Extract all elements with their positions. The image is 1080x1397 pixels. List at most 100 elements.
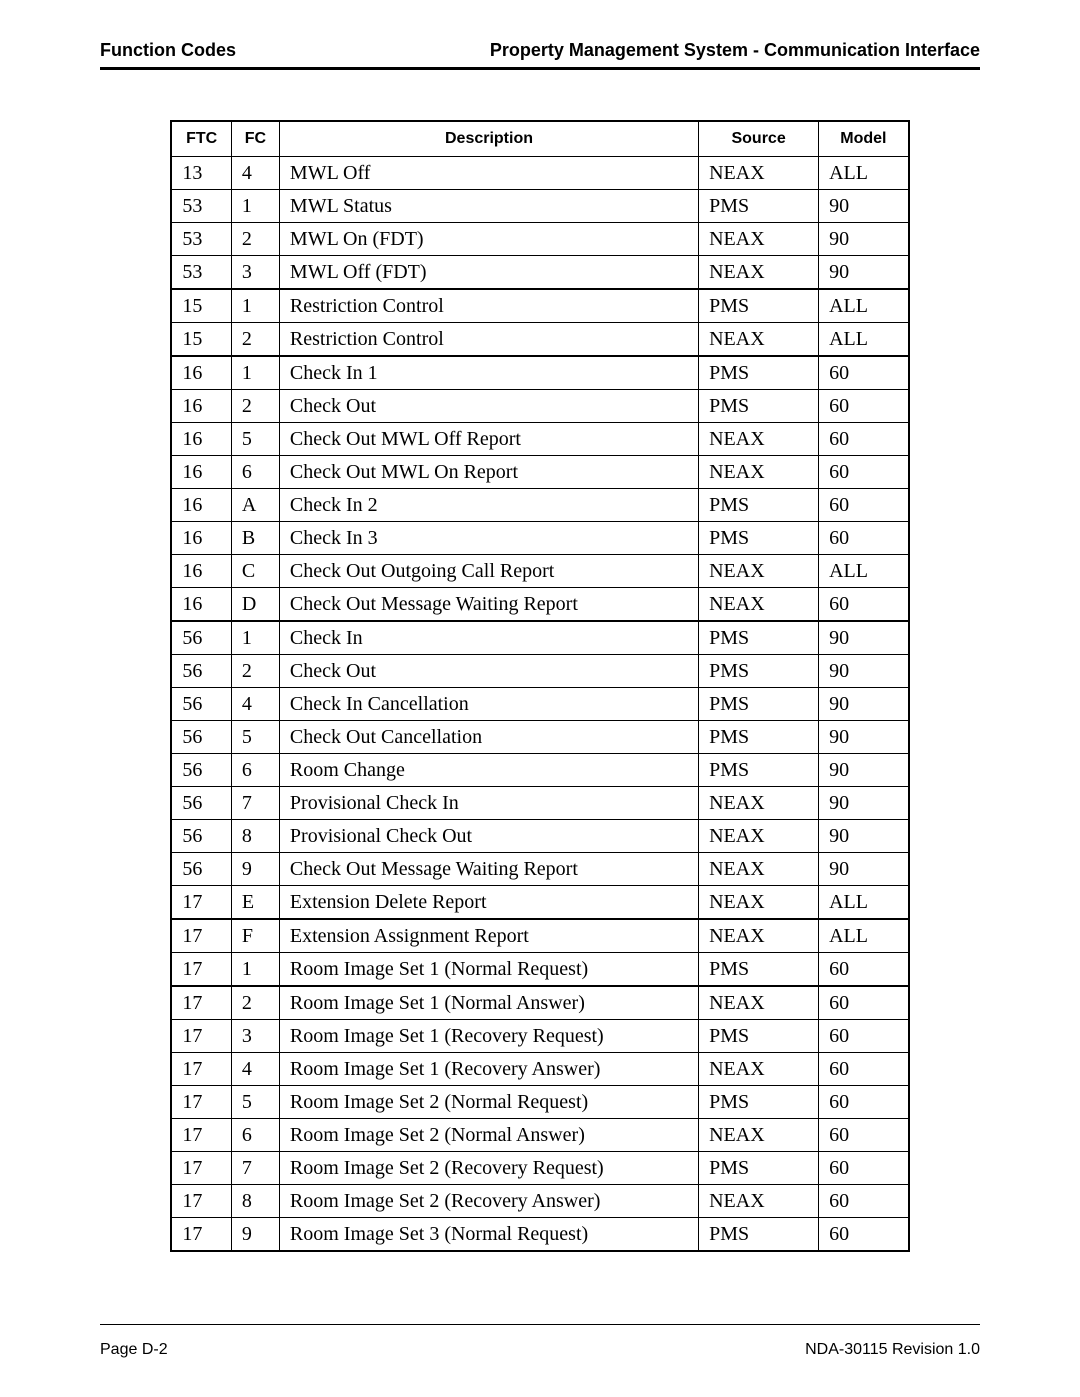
cell-model: 60 bbox=[819, 1218, 909, 1252]
cell-model: 90 bbox=[819, 621, 909, 655]
cell-fc: 6 bbox=[231, 754, 279, 787]
cell-fc: 2 bbox=[231, 986, 279, 1020]
cell-src: NEAX bbox=[699, 820, 819, 853]
cell-src: PMS bbox=[699, 1086, 819, 1119]
cell-fc: 1 bbox=[231, 953, 279, 987]
cell-desc: Check Out MWL Off Report bbox=[279, 423, 698, 456]
cell-model: 90 bbox=[819, 190, 909, 223]
table-row: 174Room Image Set 1 (Recovery Answer)NEA… bbox=[171, 1053, 908, 1086]
col-header-model: Model bbox=[819, 121, 909, 157]
table-row: 569Check Out Message Waiting ReportNEAX9… bbox=[171, 853, 908, 886]
cell-desc: Room Image Set 2 (Normal Answer) bbox=[279, 1119, 698, 1152]
header-right: Property Management System - Communicati… bbox=[490, 40, 980, 61]
cell-ftc: 56 bbox=[171, 754, 231, 787]
cell-src: NEAX bbox=[699, 323, 819, 357]
cell-desc: Room Image Set 2 (Recovery Request) bbox=[279, 1152, 698, 1185]
table-row: 179Room Image Set 3 (Normal Request)PMS6… bbox=[171, 1218, 908, 1252]
cell-model: 60 bbox=[819, 456, 909, 489]
table-row: 151Restriction ControlPMSALL bbox=[171, 289, 908, 323]
cell-src: NEAX bbox=[699, 256, 819, 290]
cell-model: ALL bbox=[819, 555, 909, 588]
cell-model: 60 bbox=[819, 953, 909, 987]
table-row: 152Restriction ControlNEAXALL bbox=[171, 323, 908, 357]
cell-ftc: 53 bbox=[171, 223, 231, 256]
cell-model: 60 bbox=[819, 1053, 909, 1086]
cell-model: ALL bbox=[819, 289, 909, 323]
cell-desc: MWL Status bbox=[279, 190, 698, 223]
table-row: 172Room Image Set 1 (Normal Answer)NEAX6… bbox=[171, 986, 908, 1020]
cell-model: 90 bbox=[819, 820, 909, 853]
cell-model: 90 bbox=[819, 853, 909, 886]
cell-ftc: 17 bbox=[171, 1086, 231, 1119]
cell-model: 60 bbox=[819, 356, 909, 390]
cell-src: PMS bbox=[699, 1218, 819, 1252]
table-row: 16BCheck In 3PMS60 bbox=[171, 522, 908, 555]
table-header-row: FTC FC Description Source Model bbox=[171, 121, 908, 157]
cell-fc: F bbox=[231, 919, 279, 953]
cell-desc: Provisional Check Out bbox=[279, 820, 698, 853]
cell-ftc: 17 bbox=[171, 1218, 231, 1252]
cell-src: NEAX bbox=[699, 223, 819, 256]
cell-fc: 1 bbox=[231, 621, 279, 655]
cell-fc: 4 bbox=[231, 1053, 279, 1086]
table-row: 17EExtension Delete ReportNEAXALL bbox=[171, 886, 908, 920]
cell-ftc: 53 bbox=[171, 256, 231, 290]
cell-fc: 8 bbox=[231, 1185, 279, 1218]
table-row: 166Check Out MWL On ReportNEAX60 bbox=[171, 456, 908, 489]
cell-desc: Check Out Cancellation bbox=[279, 721, 698, 754]
cell-ftc: 16 bbox=[171, 588, 231, 622]
cell-src: NEAX bbox=[699, 1185, 819, 1218]
cell-ftc: 17 bbox=[171, 919, 231, 953]
cell-model: 90 bbox=[819, 223, 909, 256]
cell-src: PMS bbox=[699, 721, 819, 754]
footer-right: NDA-30115 Revision 1.0 bbox=[805, 1341, 980, 1359]
table-row: 562Check OutPMS90 bbox=[171, 655, 908, 688]
table-row: 16CCheck Out Outgoing Call ReportNEAXALL bbox=[171, 555, 908, 588]
cell-src: PMS bbox=[699, 356, 819, 390]
cell-ftc: 56 bbox=[171, 721, 231, 754]
cell-ftc: 17 bbox=[171, 986, 231, 1020]
cell-desc: MWL On (FDT) bbox=[279, 223, 698, 256]
table-row: 531MWL StatusPMS90 bbox=[171, 190, 908, 223]
cell-model: ALL bbox=[819, 157, 909, 190]
cell-desc: MWL Off (FDT) bbox=[279, 256, 698, 290]
cell-fc: D bbox=[231, 588, 279, 622]
cell-ftc: 13 bbox=[171, 157, 231, 190]
cell-src: NEAX bbox=[699, 588, 819, 622]
table-row: 532MWL On (FDT)NEAX90 bbox=[171, 223, 908, 256]
cell-desc: Room Image Set 3 (Normal Request) bbox=[279, 1218, 698, 1252]
table-row: 171Room Image Set 1 (Normal Request)PMS6… bbox=[171, 953, 908, 987]
cell-src: NEAX bbox=[699, 986, 819, 1020]
cell-src: NEAX bbox=[699, 787, 819, 820]
cell-src: NEAX bbox=[699, 853, 819, 886]
table-row: 561Check InPMS90 bbox=[171, 621, 908, 655]
cell-desc: Provisional Check In bbox=[279, 787, 698, 820]
cell-ftc: 56 bbox=[171, 820, 231, 853]
cell-ftc: 16 bbox=[171, 390, 231, 423]
cell-fc: 2 bbox=[231, 390, 279, 423]
cell-desc: Check In 2 bbox=[279, 489, 698, 522]
cell-desc: Check Out Message Waiting Report bbox=[279, 588, 698, 622]
cell-model: 60 bbox=[819, 522, 909, 555]
cell-desc: Room Image Set 1 (Recovery Request) bbox=[279, 1020, 698, 1053]
cell-model: 60 bbox=[819, 1119, 909, 1152]
cell-model: 90 bbox=[819, 787, 909, 820]
table-row: 567Provisional Check InNEAX90 bbox=[171, 787, 908, 820]
cell-src: PMS bbox=[699, 621, 819, 655]
cell-src: NEAX bbox=[699, 157, 819, 190]
cell-desc: Room Image Set 2 (Normal Request) bbox=[279, 1086, 698, 1119]
col-header-desc: Description bbox=[279, 121, 698, 157]
cell-src: NEAX bbox=[699, 1119, 819, 1152]
cell-src: PMS bbox=[699, 390, 819, 423]
cell-fc: 1 bbox=[231, 289, 279, 323]
cell-model: 90 bbox=[819, 688, 909, 721]
table-row: 177Room Image Set 2 (Recovery Request)PM… bbox=[171, 1152, 908, 1185]
cell-fc: C bbox=[231, 555, 279, 588]
cell-model: 60 bbox=[819, 1020, 909, 1053]
cell-ftc: 17 bbox=[171, 1020, 231, 1053]
cell-desc: Room Change bbox=[279, 754, 698, 787]
table-row: 564Check In CancellationPMS90 bbox=[171, 688, 908, 721]
cell-fc: 2 bbox=[231, 655, 279, 688]
table-row: 165Check Out MWL Off ReportNEAX60 bbox=[171, 423, 908, 456]
cell-desc: Extension Assignment Report bbox=[279, 919, 698, 953]
